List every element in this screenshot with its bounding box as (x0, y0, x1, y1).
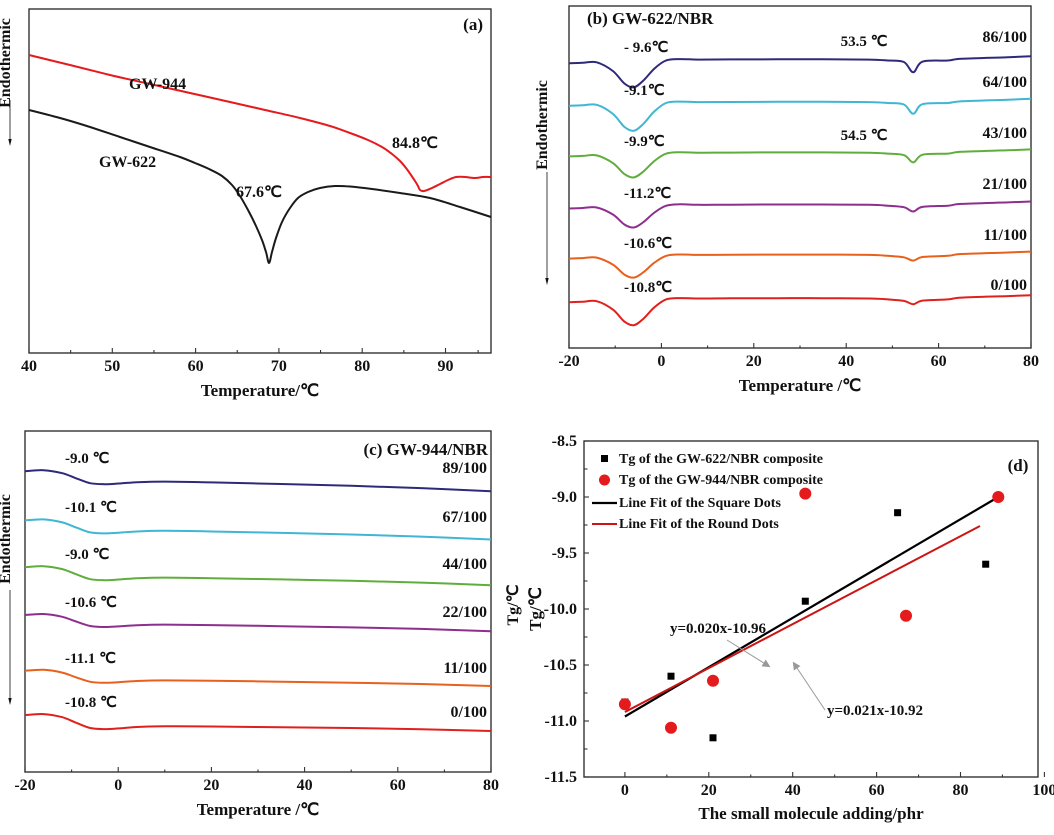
svg-text:(a): (a) (463, 15, 483, 34)
svg-text:-9.1℃: -9.1℃ (624, 83, 665, 99)
svg-text:-10.8 ℃: -10.8 ℃ (65, 695, 117, 711)
svg-text:Temperature/℃: Temperature/℃ (201, 381, 319, 400)
svg-text:64/100: 64/100 (983, 74, 1027, 91)
svg-text:GW-944: GW-944 (129, 76, 186, 93)
svg-text:54.5 ℃: 54.5 ℃ (841, 128, 888, 144)
svg-text:GW-622: GW-622 (99, 154, 156, 171)
svg-text:20: 20 (746, 353, 762, 370)
svg-text:60: 60 (390, 777, 406, 794)
svg-text:The small molecule adding/phr: The small molecule adding/phr (698, 804, 924, 823)
svg-text:(c) GW-944/NBR: (c) GW-944/NBR (364, 440, 489, 459)
svg-text:22/100: 22/100 (443, 604, 487, 621)
svg-text:-10.5: -10.5 (544, 657, 577, 674)
svg-text:-11.5: -11.5 (545, 769, 577, 786)
svg-text:-9.5: -9.5 (552, 545, 577, 562)
svg-text:-11.1 ℃: -11.1 ℃ (65, 651, 116, 667)
svg-text:Tg of the GW-622/NBR composite: Tg of the GW-622/NBR composite (619, 452, 823, 467)
svg-text:Line Fit of the Square Dots: Line Fit of the Square Dots (619, 496, 781, 511)
svg-text:Tg of the GW-944/NBR composite: Tg of the GW-944/NBR composite (619, 473, 823, 488)
svg-text:20: 20 (701, 782, 717, 799)
svg-text:-10.6 ℃: -10.6 ℃ (65, 595, 117, 611)
svg-text:-10.8℃: -10.8℃ (624, 280, 672, 296)
svg-text:y=0.021x-10.92: y=0.021x-10.92 (827, 703, 923, 719)
svg-text:Temperature /℃: Temperature /℃ (739, 376, 862, 395)
svg-text:-9.0 ℃: -9.0 ℃ (65, 547, 109, 563)
svg-text:20: 20 (203, 777, 219, 794)
svg-text:-9.0 ℃: -9.0 ℃ (65, 451, 109, 467)
svg-text:-8.5: -8.5 (552, 433, 577, 450)
svg-text:80: 80 (953, 782, 969, 799)
svg-text:Endothermic: Endothermic (0, 494, 14, 584)
svg-text:40: 40 (21, 358, 37, 375)
svg-text:90: 90 (438, 358, 454, 375)
svg-text:100: 100 (1032, 782, 1054, 799)
svg-text:40: 40 (785, 782, 801, 799)
svg-text:11/100: 11/100 (443, 660, 487, 677)
svg-text:-20: -20 (558, 353, 579, 370)
svg-text:11/100: 11/100 (983, 227, 1027, 244)
svg-text:-10.6℃: -10.6℃ (624, 236, 672, 252)
svg-text:0/100: 0/100 (451, 704, 487, 721)
svg-text:-9.0: -9.0 (552, 489, 577, 506)
svg-text:89/100: 89/100 (443, 460, 487, 477)
svg-text:-10.1 ℃: -10.1 ℃ (65, 500, 117, 516)
svg-text:Temperature /℃: Temperature /℃ (197, 800, 320, 819)
svg-text:0: 0 (114, 777, 122, 794)
svg-text:-20: -20 (14, 777, 35, 794)
svg-text:0: 0 (657, 353, 665, 370)
svg-text:Tg/℃: Tg/℃ (505, 584, 522, 625)
svg-text:53.5 ℃: 53.5 ℃ (841, 34, 888, 50)
svg-text:- 9.6℃: - 9.6℃ (624, 40, 668, 56)
svg-text:60: 60 (188, 358, 204, 375)
svg-text:Endothermic: Endothermic (534, 80, 551, 170)
svg-text:43/100: 43/100 (983, 125, 1027, 142)
svg-text:50: 50 (104, 358, 120, 375)
svg-text:(d): (d) (1008, 456, 1029, 475)
svg-text:y=0.020x-10.96: y=0.020x-10.96 (670, 621, 767, 637)
svg-text:80: 80 (354, 358, 370, 375)
svg-text:-11.2℃: -11.2℃ (624, 186, 671, 202)
svg-text:21/100: 21/100 (983, 176, 1027, 193)
svg-text:Endothermic: Endothermic (0, 18, 14, 108)
svg-text:67.6℃: 67.6℃ (236, 184, 282, 201)
svg-text:60: 60 (931, 353, 947, 370)
svg-text:Line Fit of the Round Dots: Line Fit of the Round Dots (619, 517, 779, 532)
svg-text:60: 60 (869, 782, 885, 799)
svg-text:80: 80 (483, 777, 499, 794)
svg-text:44/100: 44/100 (443, 556, 487, 573)
svg-text:(b) GW-622/NBR: (b) GW-622/NBR (587, 9, 714, 28)
svg-text:0: 0 (621, 782, 629, 799)
svg-text:86/100: 86/100 (983, 29, 1027, 46)
svg-text:40: 40 (838, 353, 854, 370)
svg-text:-9.9℃: -9.9℃ (624, 134, 665, 150)
svg-text:70: 70 (271, 358, 287, 375)
svg-text:67/100: 67/100 (443, 509, 487, 526)
svg-text:84.8℃: 84.8℃ (392, 135, 438, 152)
svg-text:-10.0: -10.0 (544, 601, 577, 618)
svg-text:80: 80 (1023, 353, 1039, 370)
svg-text:40: 40 (297, 777, 313, 794)
svg-text:Tg/℃: Tg/℃ (527, 587, 545, 631)
svg-text:0/100: 0/100 (991, 277, 1027, 294)
svg-text:-11.0: -11.0 (545, 713, 577, 730)
